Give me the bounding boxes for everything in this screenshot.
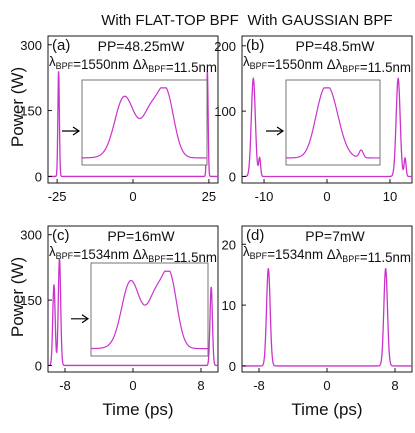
inset-arrowhead-icon (81, 314, 90, 324)
x-tick-label: 8 (391, 378, 398, 393)
pulse-trace-line (48, 258, 218, 367)
annotation-text: λ (243, 53, 250, 69)
inset-pulse-line (90, 270, 208, 350)
inset-pulse-line (286, 87, 380, 159)
y-tick-label: 150 (20, 293, 42, 308)
filter-annotation: λBPF=1550nm ΔλBPF=11.5nm (243, 53, 411, 75)
annotation-text: =1550nm Δλ (267, 56, 342, 72)
filter-annotation: λBPF=1534nm ΔλBPF=11.5nm (49, 243, 217, 265)
x-tick-label: 0 (129, 189, 136, 204)
annotation-text: λ (49, 243, 56, 259)
annotation-text: =11.5nm (166, 59, 217, 75)
annotation-subscript: BPF (342, 254, 360, 265)
y-tick-label: 0 (229, 359, 236, 374)
annotation-subscript: BPF (342, 64, 360, 75)
annotation-subscript: BPF (148, 64, 166, 75)
inset-arrowhead-icon (276, 126, 285, 136)
panel-letter: (d) (246, 227, 264, 244)
annotation-text: =11.5nm (360, 249, 411, 265)
panel-letter: (a) (52, 37, 70, 54)
x-tick-label: 8 (197, 378, 204, 393)
x-tick-label: 25 (202, 189, 216, 204)
y-tick-label: 300 (20, 38, 42, 53)
col-title-gaussian: With GAUSSIAN BPF (247, 12, 392, 29)
col-title-flat-top: With FLAT-TOP BPF (101, 12, 239, 29)
x-tick-label: 0 (129, 378, 136, 393)
panel-letter: (b) (246, 37, 264, 54)
x-tick-label: -8 (59, 378, 71, 393)
y-tick-label: 0 (229, 169, 236, 184)
annotation-text: =11.5nm (166, 249, 217, 265)
annotation-subscript: BPF (250, 61, 268, 72)
annotation-subscript: BPF (56, 251, 74, 262)
ylabel-top: Power (W) (8, 67, 27, 147)
peak-power-annotation: PP=16mW (107, 228, 175, 244)
y-tick-label: 100 (214, 104, 236, 119)
annotation-subscript: BPF (148, 254, 166, 265)
inset-frame (285, 79, 381, 166)
annotation-text: =1534nm Δλ (73, 246, 148, 262)
annotation-subscript: BPF (56, 61, 74, 72)
filter-annotation: λBPF=1550nm ΔλBPF=11.5nm (49, 53, 217, 75)
y-tick-label: 300 (20, 228, 42, 243)
y-tick-label: 150 (20, 104, 42, 119)
y-tick-label: 10 (222, 298, 236, 313)
filter-annotation: λBPF=1534nm ΔλBPF=11.5nm (243, 243, 411, 265)
y-tick-label: 200 (214, 39, 236, 54)
panel-letter: (c) (52, 227, 70, 244)
y-tick-label: 0 (35, 358, 42, 373)
annotation-text: =1534nm Δλ (267, 246, 342, 262)
peak-power-annotation: PP=7mW (305, 228, 365, 244)
annotation-text: =1550nm Δλ (73, 56, 148, 72)
annotation-text: λ (243, 243, 250, 259)
x-tick-label: -8 (253, 378, 265, 393)
annotation-text: λ (49, 53, 56, 69)
inset-frame (81, 79, 208, 166)
inset-arrowhead-icon (72, 126, 81, 136)
y-tick-label: 0 (35, 169, 42, 184)
annotation-text: =11.5nm (360, 59, 411, 75)
y-tick-label: 20 (222, 237, 236, 252)
pulse-trace-line (242, 268, 412, 367)
pulse-trace-line (242, 76, 412, 178)
x-tick-label: -25 (48, 189, 67, 204)
x-tick-label: 0 (323, 189, 330, 204)
inset-frame (90, 262, 209, 357)
x-tick-label: 10 (383, 189, 397, 204)
peak-power-annotation: PP=48.5mW (296, 38, 376, 54)
pulse-trace-line (48, 71, 218, 178)
inset-pulse-line (82, 87, 207, 159)
xlabel-left: Time (ps) (102, 400, 173, 419)
ylabel-bottom: Power (W) (8, 257, 27, 337)
x-tick-label: -10 (255, 189, 274, 204)
annotation-subscript: BPF (250, 251, 268, 262)
peak-power-annotation: PP=48.25mW (98, 38, 186, 54)
x-tick-label: 0 (323, 378, 330, 393)
xlabel-right: Time (ps) (291, 400, 362, 419)
